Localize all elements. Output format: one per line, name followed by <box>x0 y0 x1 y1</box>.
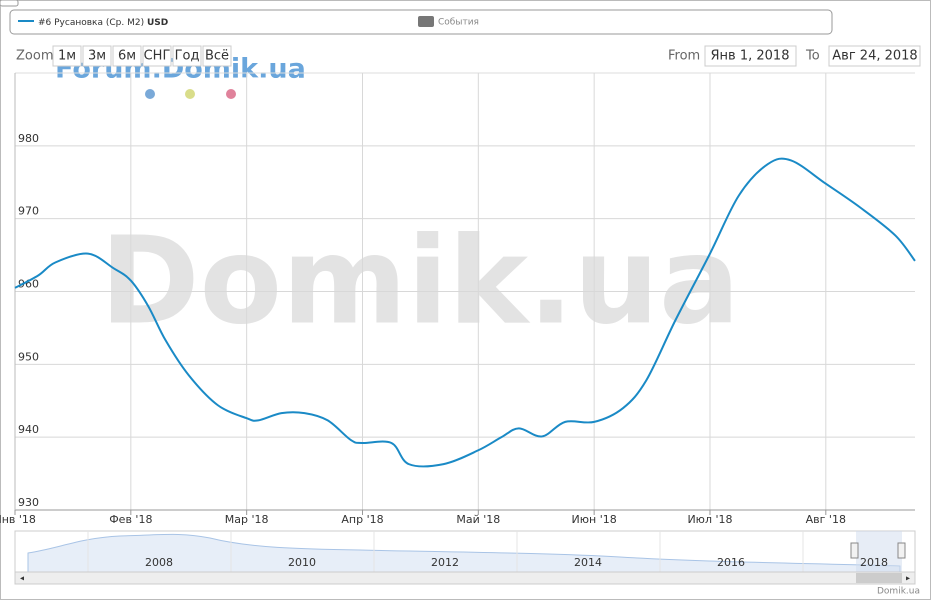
x-tick-label: Май '18 <box>456 513 500 526</box>
x-tick-label: Апр '18 <box>341 513 383 526</box>
dot <box>145 89 155 99</box>
watermark: Domik.ua <box>100 213 740 352</box>
navigator-label: 2014 <box>574 556 602 569</box>
credit[interactable]: Domik.ua <box>877 587 920 597</box>
from-label: From <box>668 49 700 64</box>
y-tick-label: 960 <box>18 278 39 291</box>
zoom-button[interactable] <box>172 45 202 67</box>
x-tick-label: Фев '18 <box>109 513 152 526</box>
events-symbol <box>418 16 434 27</box>
scroll-left[interactable]: ◂ <box>20 574 24 583</box>
zoom-button[interactable] <box>52 45 82 67</box>
legend-handle <box>0 0 19 7</box>
navigator-labels: 2008 2010 2012 2014 2016 2018 <box>87 531 888 572</box>
zoom-button[interactable] <box>112 45 142 67</box>
zoom-button[interactable] <box>82 45 112 67</box>
x-tick-label: Июн '18 <box>572 513 617 526</box>
dot <box>226 89 236 99</box>
events-label[interactable]: События <box>438 18 479 28</box>
from-input[interactable] <box>704 45 797 67</box>
dot <box>185 89 195 99</box>
x-tick-label: Июл '18 <box>687 513 732 526</box>
to-value: Авг 24, 2018 <box>832 49 917 64</box>
navigator-label: 2010 <box>288 556 316 569</box>
zoom-buttons: 1м 3м 6м СНГ Год Всё <box>52 45 232 67</box>
to-label: To <box>805 49 820 64</box>
zoom-button-label: Всё <box>205 49 229 64</box>
navigator-handle[interactable] <box>850 542 859 559</box>
navigator-series <box>27 533 901 573</box>
zoom-button-label: Год <box>175 49 200 64</box>
x-tick-label: Авг '18 <box>806 513 846 526</box>
navigator-label: 2008 <box>145 556 173 569</box>
navigator-label: 2016 <box>717 556 745 569</box>
zoom-button-label: СНГ <box>144 49 171 64</box>
legend-item[interactable]: #6 Русановка (Ср. М2) USD <box>38 18 168 28</box>
navigator-label: 2018 <box>860 556 888 569</box>
zoom-button[interactable] <box>142 45 172 67</box>
y-tick-label: 980 <box>18 132 39 145</box>
x-tick-label: Мар '18 <box>225 513 269 526</box>
y-tick-label: 970 <box>18 205 39 218</box>
y-tick-label: 950 <box>18 350 39 363</box>
zoom-button-label: 3м <box>88 49 106 64</box>
scrollbar[interactable] <box>14 571 916 585</box>
navigator-range <box>856 531 902 572</box>
legend-unit: USD <box>147 18 168 28</box>
y-tick-label: 940 <box>18 423 39 436</box>
y-tick-label: 930 <box>18 496 39 509</box>
navigator-handle[interactable] <box>897 542 906 559</box>
to-input[interactable] <box>828 45 921 67</box>
plot: 930 940 950 960 970 980 Янв '18 Фев '18 Мар '18 А… <box>0 72 916 526</box>
scrollbar-thumb[interactable] <box>856 573 902 583</box>
zoom-button-label: 6м <box>118 49 136 64</box>
from-value: Янв 1, 2018 <box>711 49 790 64</box>
series-line <box>14 157 916 468</box>
zoom-label: Zoom <box>16 49 53 64</box>
zoom-button[interactable] <box>202 45 232 67</box>
legend-name: #6 Русановка (Ср. М2) <box>38 18 144 28</box>
x-tick-label: Янв '18 <box>0 513 36 526</box>
scroll-right[interactable]: ▸ <box>906 574 910 583</box>
navigator-label: 2012 <box>431 556 459 569</box>
zoom-button-label: 1м <box>58 49 76 64</box>
